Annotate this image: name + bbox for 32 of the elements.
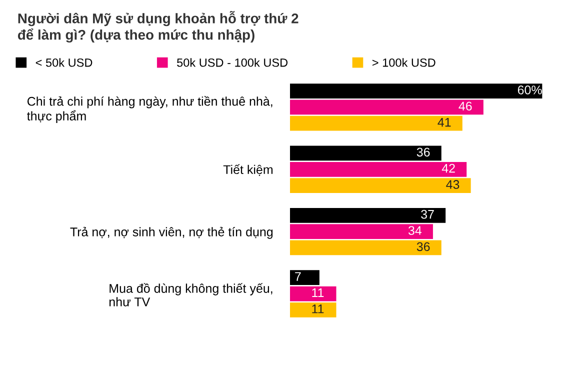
data-label: 7 <box>295 272 301 281</box>
bar <box>290 286 336 302</box>
bar <box>290 224 433 240</box>
data-label: 34 <box>408 226 422 235</box>
data-label: 36 <box>416 242 430 252</box>
data-label: 36 <box>416 148 430 157</box>
y-tick-label: Mua đồ dùng không thiết yếu, như TV <box>109 283 272 306</box>
data-label: 11 <box>312 304 324 314</box>
bar <box>290 84 542 98</box>
legend-label: < 50k USD <box>36 58 92 67</box>
bar <box>290 270 320 286</box>
text: Người dân Mỹ sử dụng khoản hỗ trợ thứ 2 để làm gì? (dựa theo mức thu nhập) <box>18 10 298 43</box>
bar <box>290 302 336 318</box>
bar <box>290 208 446 223</box>
bar <box>290 100 484 115</box>
data-label: 60% <box>518 86 542 94</box>
legend-label: > 100k USD <box>372 58 436 67</box>
y-tick-label: Trả nợ, nợ sinh viên, nợ thẻ tín dụng <box>70 226 273 239</box>
data-label: 43 <box>446 180 460 189</box>
y-tick-label: Tiết kiệm <box>223 164 273 176</box>
data-label: 46 <box>458 102 472 111</box>
bar <box>290 178 471 193</box>
bar <box>290 146 442 161</box>
bar <box>290 162 467 177</box>
bar <box>290 116 462 131</box>
legend-label: 50k USD - 100k USD <box>177 58 288 67</box>
y-tick-label: Chi trả chi phí hàng ngày, như tiền thuê nhà, thực phẩm <box>27 96 272 123</box>
data-label: 11 <box>312 288 324 297</box>
data-label: 37 <box>421 210 434 219</box>
data-label: 41 <box>438 118 451 127</box>
data-label: 42 <box>442 164 455 173</box>
bar <box>290 240 442 256</box>
